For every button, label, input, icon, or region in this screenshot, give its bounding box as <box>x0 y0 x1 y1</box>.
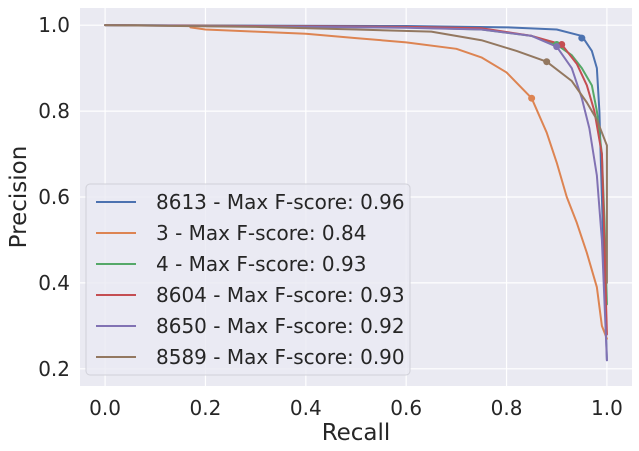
x-tick-label: 0.2 <box>190 396 222 420</box>
x-tick-label: 0.6 <box>390 396 422 420</box>
legend-label: 8613 - Max F-score: 0.96 <box>156 190 405 214</box>
legend-box <box>85 183 411 376</box>
max-fscore-markers <box>528 34 586 102</box>
legend-label: 8604 - Max F-score: 0.93 <box>156 283 405 307</box>
legend-label: 8589 - Max F-score: 0.90 <box>156 345 405 369</box>
series-line <box>104 24 608 362</box>
y-tick-label: 1.0 <box>38 13 70 37</box>
legend: 8613 - Max F-score: 0.96 3 - Max F-score:… <box>85 183 411 376</box>
y-tick-label: 0.4 <box>38 271 70 295</box>
legend-label: 3 - Max F-score: 0.84 <box>156 221 366 245</box>
max-fscore-marker <box>553 43 561 51</box>
y-tick-label: 0.6 <box>38 185 70 209</box>
legend-label: 4 - Max F-score: 0.93 <box>156 252 366 276</box>
x-tick-label: 0.8 <box>491 396 523 420</box>
series-line <box>189 26 608 340</box>
x-tick-label: 0.0 <box>89 396 121 420</box>
max-fscore-marker <box>528 94 536 102</box>
x-tick-label: 1.0 <box>591 396 623 420</box>
y-tick-label: 0.8 <box>38 99 70 123</box>
max-fscore-marker <box>578 34 586 42</box>
max-fscore-marker <box>543 58 551 66</box>
x-axis-title: Recall <box>322 420 391 446</box>
x-tick-label: 0.4 <box>290 396 322 420</box>
tick-labels: 0.0 0.2 0.4 0.6 0.8 1.0 0.2 0.4 0.6 0.8 1.0 <box>38 13 623 420</box>
legend-label: 8650 - Max F-score: 0.92 <box>156 314 405 338</box>
y-tick-label: 0.2 <box>38 357 70 381</box>
y-axis-title: Precision <box>6 146 32 249</box>
